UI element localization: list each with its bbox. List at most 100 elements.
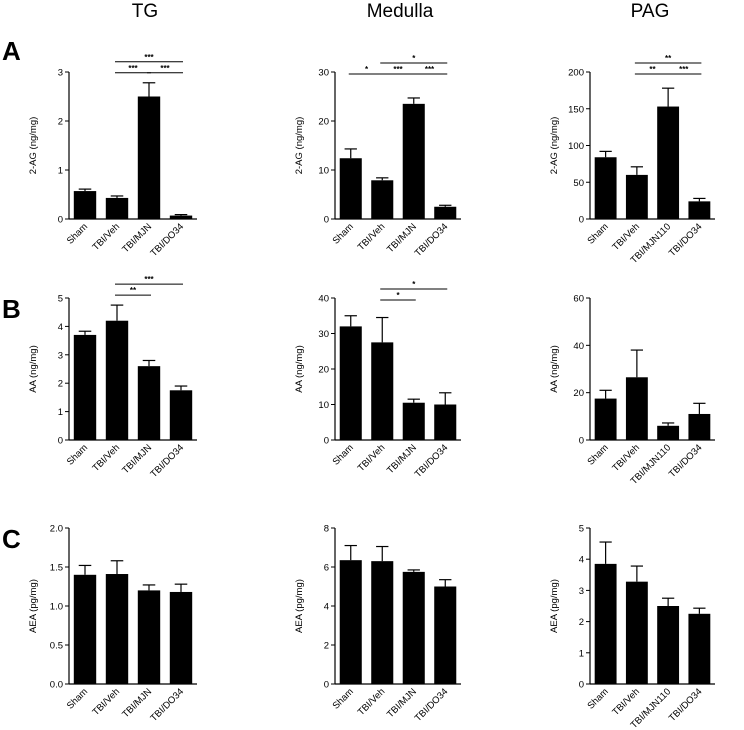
y-tick-label: 100: [568, 141, 584, 152]
x-category-label: TBI/DO34: [667, 442, 705, 480]
bar-sham: [594, 398, 617, 440]
bar-sham: [73, 574, 97, 684]
y-tick-label: 0: [579, 436, 584, 447]
x-category-label: TBI/DO34: [413, 442, 451, 480]
y-tick-label: 4: [58, 322, 63, 333]
bar-tbi-do34: [434, 206, 457, 219]
x-category-label: Sham: [585, 442, 610, 467]
y-tick-label: 0.0: [50, 680, 63, 691]
y-tick-label: 3: [58, 350, 63, 361]
y-tick-label: 2: [579, 617, 584, 628]
bar-tbi-do34: [688, 413, 711, 440]
x-category-label: TBI/DO34: [148, 442, 186, 480]
bar-tbi-veh: [371, 180, 394, 219]
bar-tbi-mjn: [137, 590, 161, 684]
y-axis-label: AEA (pg/mg): [28, 579, 39, 633]
y-axis-label: 2-AG (ng/mg): [294, 117, 305, 175]
bar-tbi-do34: [169, 591, 193, 684]
y-tick-label: 0: [58, 215, 63, 226]
y-axis-label: AEA (pg/mg): [549, 579, 560, 633]
y-tick-label: 0: [579, 680, 584, 691]
y-tick-label: 0: [324, 680, 329, 691]
y-tick-label: 1.5: [50, 563, 63, 574]
y-axis-label: 2-AG (ng/mg): [28, 117, 39, 175]
y-axis-label: AA (ng/mg): [549, 345, 560, 393]
x-category-label: Sham: [65, 442, 90, 467]
bar-tbi-veh: [371, 561, 394, 684]
significance-label: ***: [393, 65, 403, 74]
bar-tbi-do34: [434, 586, 457, 684]
bar-tbi-mjn: [402, 571, 425, 684]
bar-tbi-veh: [625, 377, 648, 440]
y-tick-label: 20: [318, 117, 329, 128]
y-tick-label: 30: [318, 68, 329, 79]
bar-tbi-do34: [688, 201, 711, 219]
y-tick-label: 8: [324, 524, 329, 535]
bar-tbi-mjn: [402, 103, 425, 219]
bar-tbi-mjn: [137, 366, 161, 440]
column-title-tg: TG: [132, 1, 158, 22]
column-title-pag: PAG: [631, 1, 670, 22]
bar-sham: [594, 563, 617, 684]
bar-tbi-mjn: [402, 402, 425, 440]
significance-label: *: [365, 65, 369, 74]
bar-tbi-veh: [625, 174, 648, 219]
bar-tbi-do34: [169, 215, 193, 219]
x-category-label: Sham: [585, 221, 610, 246]
y-tick-label: 20: [573, 388, 584, 399]
bar-tbi-mjn110: [657, 606, 680, 684]
y-tick-label: 0.5: [50, 641, 63, 652]
x-category-label: TBI/Veh: [90, 686, 122, 718]
bar-tbi-mjn110: [657, 106, 680, 219]
bar-tbi-veh: [625, 581, 648, 684]
significance-label: *: [396, 291, 400, 300]
y-tick-label: 2: [324, 641, 329, 652]
y-tick-label: 10: [318, 400, 329, 411]
x-category-label: TBI/Veh: [356, 442, 388, 474]
y-tick-label: 4: [324, 602, 329, 613]
significance-label: ***: [160, 64, 170, 73]
significance-label: ***: [128, 64, 138, 73]
x-category-label: TBI/Veh: [356, 686, 388, 718]
significance-label: **: [649, 65, 656, 74]
column-title-medulla: Medulla: [367, 1, 434, 22]
y-tick-label: 0: [324, 436, 329, 447]
y-tick-label: 20: [318, 365, 329, 376]
x-category-label: Sham: [585, 686, 610, 711]
y-tick-label: 1: [579, 648, 584, 659]
y-tick-label: 200: [568, 68, 584, 79]
y-axis-label: AA (ng/mg): [294, 345, 305, 393]
y-tick-label: 0: [58, 436, 63, 447]
bar-sham: [339, 560, 362, 684]
bar-tbi-veh: [105, 197, 129, 219]
x-category-label: TBI/DO34: [148, 221, 186, 259]
significance-label: ***: [144, 275, 154, 284]
x-category-label: TBI/DO34: [148, 686, 186, 724]
bar-tbi-veh: [105, 320, 129, 440]
row-label-b: B: [2, 294, 21, 324]
x-category-label: TBI/DO34: [413, 686, 451, 724]
y-axis-label: AEA (pg/mg): [294, 579, 305, 633]
y-tick-label: 5: [579, 524, 584, 535]
x-category-label: TBI/Veh: [356, 221, 388, 253]
significance-label: ***: [679, 65, 689, 74]
y-axis-label: 2-AG (ng/mg): [549, 117, 560, 175]
y-tick-label: 40: [318, 294, 329, 305]
y-tick-label: 30: [318, 329, 329, 340]
y-tick-label: 50: [573, 178, 584, 189]
bar-sham: [73, 334, 97, 440]
x-category-label: TBI/Veh: [90, 221, 122, 253]
y-tick-label: 2.0: [50, 524, 63, 535]
y-tick-label: 3: [579, 586, 584, 597]
y-tick-label: 3: [58, 68, 63, 79]
bar-tbi-do34: [434, 404, 457, 440]
y-tick-label: 1: [58, 166, 63, 177]
y-tick-label: 10: [318, 166, 329, 177]
